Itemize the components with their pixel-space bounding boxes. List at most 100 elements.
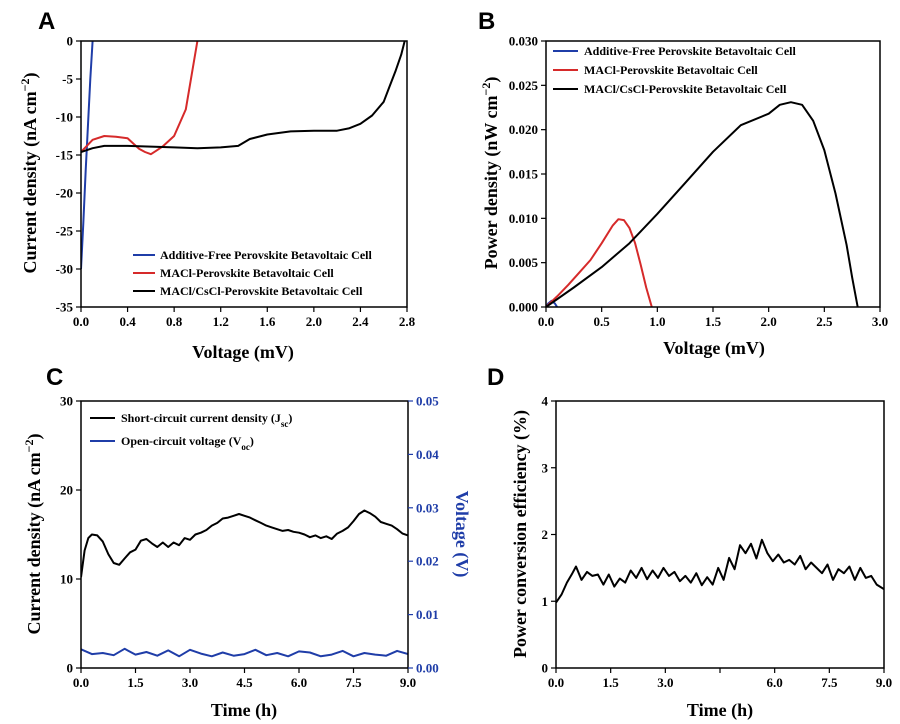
panel-b-xtick-label: 3.0 <box>872 314 888 329</box>
panel-a-ytick-label: -25 <box>56 224 74 239</box>
panel-c-y2label: Voltage (V) <box>451 491 472 578</box>
series-b-2 <box>546 101 859 307</box>
panel-b-ytick-label: 0.030 <box>509 34 538 49</box>
panel-d-plot-area: 0.0 1.5 3.0 6.0 7.5 9.0 0 1 2 3 4 <box>542 394 893 691</box>
panel-c-plot-area: 0.0 1.5 3.0 4.5 6.0 7.5 9.0 0 10 20 30 0.00 0.01 0.02… <box>60 394 439 691</box>
panel-a-xtick-label: 2.4 <box>352 314 369 329</box>
panel-a-letter: A <box>38 8 55 35</box>
panel-d: D Power conversion efficiency (%) Time (… <box>487 364 892 721</box>
series-c-0 <box>81 509 408 578</box>
panel-a-xtick-label: 0.4 <box>119 314 136 329</box>
legend-c-label-voc: Open-circuit voltage (Voc) <box>121 434 254 452</box>
series-a-1 <box>81 41 199 156</box>
panel-a-xtick-label: 0.0 <box>73 314 89 329</box>
panel-b-xtick-label: 2.0 <box>761 314 777 329</box>
panel-c-y2tick-label: 0.00 <box>416 661 439 676</box>
panel-d-xtick-label: 0.0 <box>548 675 564 690</box>
panel-b-xtick-label: 0.0 <box>538 314 554 329</box>
panel-d-ytick-label: 1 <box>542 594 549 609</box>
panel-a-xtick-label: 1.6 <box>259 314 276 329</box>
panel-d-ytick-label: 2 <box>542 527 549 542</box>
panel-a-ytick-label: -15 <box>56 148 74 163</box>
panel-b-ytick-label: 0.005 <box>509 255 539 270</box>
legend-b-label-additive-free: Additive-Free Perovskite Betavoltaic Cel… <box>584 44 797 58</box>
panel-a-ylabel: Current density (nA cm−2) <box>18 72 41 273</box>
panel-c-ytick-label: 30 <box>60 394 73 409</box>
panel-c-y2tick-label: 0.04 <box>416 447 439 462</box>
panel-d-ytick-label: 3 <box>542 460 549 475</box>
legend-b-label-macl-cscl: MACl/CsCl-Perovskite Betavoltaic Cell <box>584 82 787 96</box>
panel-c: C Current density (nA cm−2) Voltage (V) … <box>22 364 472 721</box>
panel-d-xtick-label: 9.0 <box>876 675 892 690</box>
panel-a-legend: Additive-Free Perovskite Betavoltaic Cel… <box>133 248 373 298</box>
panel-c-letter: C <box>46 364 63 391</box>
panel-a-xtick-label: 2.0 <box>306 314 322 329</box>
panel-c-y2tick-label: 0.03 <box>416 500 439 515</box>
panel-d-xtick-label: 7.5 <box>821 675 838 690</box>
panel-a-frame <box>80 40 408 308</box>
panel-b-xtick-label: 1.5 <box>705 314 722 329</box>
panel-d-xtick-label: 6.0 <box>767 675 783 690</box>
panel-d-xlabel: Time (h) <box>687 700 753 721</box>
panel-c-xtick-label: 1.5 <box>127 675 144 690</box>
panel-a-ytick-label: 0 <box>67 34 74 49</box>
series-d-0 <box>556 538 884 604</box>
series-a-2 <box>81 41 406 153</box>
panel-a-ytick-label: -5 <box>62 72 73 87</box>
panel-b-ylabel: Power density (nW cm−2) <box>479 77 502 270</box>
panel-d-xtick-label: 3.0 <box>657 675 673 690</box>
panel-b-xtick-label: 0.5 <box>594 314 611 329</box>
panel-b-ytick-label: 0.020 <box>509 122 538 137</box>
panel-b-xlabel: Voltage (mV) <box>663 338 765 359</box>
panel-b-ytick-label: 0.025 <box>509 78 539 93</box>
series-c-1 <box>81 647 408 658</box>
panel-c-xtick-label: 7.5 <box>345 675 362 690</box>
legend-a-label-macl: MACl-Perovskite Betavoltaic Cell <box>160 266 334 280</box>
panel-c-xtick-label: 3.0 <box>182 675 198 690</box>
panel-a-ytick-label: -20 <box>56 186 73 201</box>
panel-c-ytick-label: 10 <box>60 572 73 587</box>
panel-a-ytick-label: -30 <box>56 262 73 277</box>
panel-b-letter: B <box>478 8 495 35</box>
legend-a-label-additive-free: Additive-Free Perovskite Betavoltaic Cel… <box>160 248 373 262</box>
panel-b-ytick-label: 0.015 <box>509 167 539 182</box>
panel-d-ytick-label: 0 <box>542 661 549 676</box>
legend-b-label-macl: MACl-Perovskite Betavoltaic Cell <box>584 63 758 77</box>
legend-a-label-macl-cscl: MACl/CsCl-Perovskite Betavoltaic Cell <box>160 284 363 298</box>
panel-c-xtick-label: 0.0 <box>73 675 89 690</box>
legend-c-label-jsc: Short-circuit current density (Jsc) <box>121 411 292 429</box>
series-b-1 <box>546 218 653 307</box>
series-a-0 <box>81 41 94 270</box>
panel-b-xtick-label: 1.0 <box>649 314 665 329</box>
panel-d-frame <box>555 400 885 669</box>
panel-c-xtick-label: 9.0 <box>400 675 416 690</box>
panel-c-ytick-label: 0 <box>67 661 74 676</box>
panel-c-ytick-label: 20 <box>60 483 73 498</box>
panel-d-letter: D <box>487 364 504 391</box>
panel-d-ytick-label: 4 <box>542 394 549 409</box>
panel-c-legend: Short-circuit current density (Jsc) Open… <box>90 411 292 452</box>
panel-c-xtick-label: 6.0 <box>291 675 307 690</box>
panel-b-ytick-label: 0.010 <box>509 211 538 226</box>
panel-c-y2tick-label: 0.05 <box>416 394 439 409</box>
panel-c-xtick-label: 4.5 <box>236 675 253 690</box>
panel-a-xlabel: Voltage (mV) <box>192 342 294 363</box>
panel-b-legend: Additive-Free Perovskite Betavoltaic Cel… <box>553 44 797 96</box>
panel-a-ytick-label: -10 <box>56 110 73 125</box>
panel-a: A Current density (nA cm−2) Voltage (mV)… <box>18 8 416 363</box>
panel-b-plot-area: 0.0 0.5 1.0 1.5 2.0 2.5 3.0 0.000 0.005 0.010 0.01… <box>509 34 888 330</box>
panel-b-xtick-label: 2.5 <box>816 314 833 329</box>
panel-c-y2tick-label: 0.02 <box>416 554 439 569</box>
panel-a-xtick-label: 1.2 <box>213 314 229 329</box>
panel-c-ylabel: Current density (nA cm−2) <box>22 433 45 634</box>
panel-a-plot-area: 0.0 0.4 0.8 1.2 1.6 2.0 2.4 2.8 0 -5 -10 -15 -20 -25 -… <box>56 34 416 330</box>
panel-d-ylabel: Power conversion efficiency (%) <box>510 410 531 658</box>
panel-a-xtick-label: 0.8 <box>166 314 183 329</box>
panel-c-y2tick-label: 0.01 <box>416 607 439 622</box>
panel-b: B Power density (nW cm−2) Voltage (mV) 0… <box>478 8 888 359</box>
panel-d-xtick-label: 1.5 <box>603 675 620 690</box>
panel-c-xlabel: Time (h) <box>211 700 277 721</box>
panel-b-ytick-label: 0.000 <box>509 300 538 315</box>
panel-a-ytick-label: -35 <box>56 300 74 315</box>
